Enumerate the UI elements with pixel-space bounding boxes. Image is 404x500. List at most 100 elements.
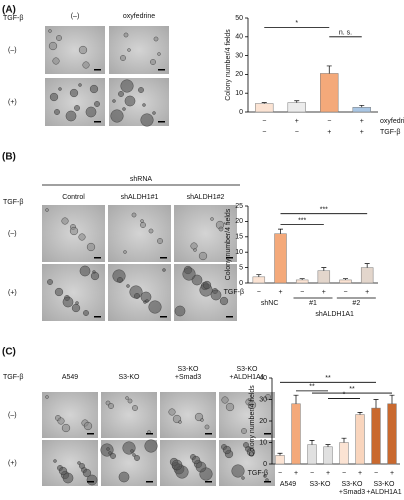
x-row-label: + — [326, 470, 330, 477]
colony — [265, 394, 271, 400]
colony — [74, 105, 80, 111]
x-row-label: + — [360, 118, 364, 125]
colony — [120, 79, 134, 93]
colony — [225, 402, 235, 412]
column-label: shALDH1#1 — [121, 194, 159, 201]
bar — [291, 403, 301, 465]
error-bar — [364, 263, 370, 268]
scale-bar — [94, 69, 101, 71]
bar — [275, 455, 285, 465]
group-label: A549 — [280, 481, 296, 488]
colony — [219, 296, 229, 306]
bar — [360, 267, 374, 284]
column-label: A549 — [62, 374, 78, 381]
colony — [79, 463, 85, 469]
error-bar — [277, 452, 283, 456]
y-tick-label: 0 — [263, 461, 267, 468]
scale-bar — [146, 481, 153, 483]
colony — [157, 238, 163, 244]
colony — [118, 91, 124, 97]
x-row-label: + — [327, 129, 331, 136]
colony — [62, 472, 74, 484]
scale-bar — [94, 257, 101, 259]
colony — [134, 455, 140, 461]
significance-label: * — [295, 20, 298, 27]
y-tick-label: 15 — [235, 234, 243, 241]
row-label: (+) — [8, 289, 17, 296]
colony — [193, 248, 197, 252]
colony — [47, 279, 53, 285]
colony — [127, 48, 131, 52]
header-label: shRNA — [130, 176, 153, 183]
colony — [263, 474, 267, 478]
colony — [86, 474, 98, 486]
colony — [204, 424, 210, 430]
y-tick-label: 25 — [235, 203, 243, 210]
colony — [61, 423, 71, 433]
colony — [58, 87, 62, 91]
supergroup-label: shALDH1A1 — [315, 311, 354, 318]
significance-label: n. s. — [339, 30, 352, 37]
bar — [355, 414, 365, 465]
colony — [83, 421, 93, 431]
y-tick-label: 0 — [239, 280, 243, 287]
error-bar — [359, 105, 365, 108]
colony — [246, 447, 256, 457]
bar — [252, 276, 266, 284]
colony — [45, 395, 49, 399]
row-label: (+) — [8, 99, 17, 106]
y-axis-label: Colony number/4 fields — [225, 29, 232, 101]
x-row-label: − — [262, 129, 266, 136]
colony — [221, 396, 229, 404]
y-axis-label: Colony number/4 fields — [225, 208, 232, 280]
colony — [89, 84, 99, 94]
x-row-label: + — [390, 470, 394, 477]
x-row-label: − — [300, 289, 304, 296]
error-bar — [309, 440, 315, 445]
error-bar — [294, 100, 300, 103]
y-tick-label: 10 — [235, 249, 243, 256]
colony — [178, 420, 182, 424]
column-label: S3-KO — [236, 366, 258, 373]
colony — [171, 459, 183, 471]
colony — [61, 217, 69, 225]
colony — [241, 476, 245, 480]
scale-bar — [158, 121, 165, 123]
colony — [82, 468, 92, 478]
colony — [62, 296, 74, 308]
colony — [56, 35, 62, 41]
colony — [174, 305, 186, 317]
column-label: shALDH1#2 — [187, 194, 225, 201]
x-row-name: TGF-β — [224, 289, 244, 296]
error-bar — [293, 394, 299, 404]
error-bar — [389, 394, 395, 404]
error-bar — [341, 437, 347, 443]
group-label: S3-KO — [309, 481, 331, 488]
row-label: (+) — [8, 460, 17, 467]
colony — [85, 106, 97, 118]
group-label: shNC — [261, 300, 279, 307]
micrograph — [160, 392, 216, 438]
scale-bar — [87, 433, 94, 435]
colony — [182, 267, 196, 281]
colony — [210, 217, 214, 221]
colony — [241, 428, 247, 434]
micrograph — [108, 205, 171, 262]
colony — [79, 265, 91, 277]
colony — [157, 52, 161, 56]
factor-label: TGF-β — [3, 374, 23, 381]
scale-bar — [146, 433, 153, 435]
y-tick-label: 0 — [239, 109, 243, 116]
x-row-name: TGF-β — [380, 129, 400, 136]
micrograph — [42, 392, 98, 438]
colony — [108, 403, 114, 409]
bar — [307, 444, 317, 465]
colony — [200, 418, 204, 422]
x-row-label: + — [358, 470, 362, 477]
colony — [54, 287, 64, 297]
colony — [191, 455, 201, 465]
colony — [122, 441, 136, 455]
group-label: +ALDH1A1 — [366, 489, 401, 496]
colony — [202, 280, 212, 290]
y-tick-label: 20 — [235, 218, 243, 225]
